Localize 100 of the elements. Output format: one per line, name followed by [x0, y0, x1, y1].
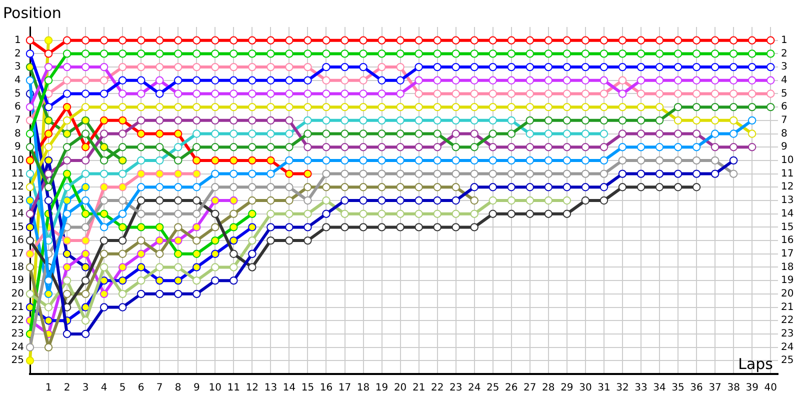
- point: [692, 116, 701, 125]
- point: [452, 76, 460, 84]
- point: [192, 250, 201, 258]
- point: [322, 62, 330, 72]
- point: [230, 236, 238, 245]
- point: [340, 76, 349, 84]
- point: [729, 143, 738, 152]
- point: [452, 183, 460, 192]
- point: [414, 116, 423, 125]
- point: [174, 116, 182, 125]
- point: [488, 210, 497, 218]
- point: [136, 143, 146, 152]
- y-axis-title: Position: [3, 4, 62, 22]
- point: [304, 196, 312, 205]
- point: [136, 62, 146, 72]
- point: [156, 223, 164, 232]
- y-tick-label: 22: [11, 315, 24, 326]
- point: [340, 62, 349, 72]
- point: [81, 116, 90, 125]
- point: [470, 130, 478, 138]
- point: [44, 143, 53, 152]
- point: [470, 156, 478, 165]
- point: [636, 36, 646, 44]
- point: [136, 236, 146, 245]
- point: [266, 130, 275, 138]
- point: [81, 90, 90, 98]
- point: [581, 76, 590, 84]
- point: [544, 102, 553, 112]
- y-tick-label: 17: [11, 248, 24, 260]
- point: [44, 196, 53, 205]
- point: [470, 62, 478, 72]
- point: [44, 156, 53, 165]
- point: [26, 36, 34, 44]
- y2-tick-label: 18: [781, 262, 794, 273]
- point: [266, 183, 275, 192]
- point: [674, 50, 682, 58]
- y2-tick-label: 5: [781, 88, 788, 100]
- point: [26, 250, 34, 258]
- point: [44, 102, 53, 112]
- point: [507, 90, 516, 98]
- point: [248, 196, 256, 205]
- point: [136, 76, 146, 84]
- y-tick-label: 1: [14, 34, 21, 46]
- point: [636, 170, 646, 178]
- point: [748, 62, 756, 72]
- point: [62, 62, 72, 72]
- point: [470, 36, 478, 44]
- point: [581, 116, 590, 125]
- point: [118, 250, 127, 258]
- point: [304, 90, 312, 98]
- y-tick-label: 5: [14, 88, 21, 100]
- x-tick-label: 24: [468, 382, 481, 394]
- y-tick-label: 2: [14, 48, 21, 60]
- point: [562, 183, 572, 192]
- point: [304, 236, 312, 245]
- point: [378, 170, 386, 178]
- point: [118, 263, 127, 272]
- point: [655, 36, 664, 44]
- point: [544, 170, 553, 178]
- y2-tick-label: 15: [781, 222, 794, 233]
- point: [507, 196, 516, 205]
- point: [636, 76, 646, 84]
- point: [526, 130, 534, 138]
- point: [156, 236, 164, 245]
- point: [192, 62, 201, 72]
- point: [304, 210, 312, 218]
- x-tick-label: 32: [616, 382, 629, 394]
- point: [692, 170, 701, 178]
- point: [44, 36, 53, 44]
- point: [710, 90, 720, 98]
- point: [674, 130, 682, 138]
- point: [452, 36, 460, 44]
- point: [340, 170, 349, 178]
- point: [710, 62, 720, 72]
- point: [62, 263, 72, 272]
- y-tick-label: 21: [11, 302, 24, 313]
- point: [710, 36, 720, 44]
- point: [600, 143, 608, 152]
- point: [26, 210, 34, 218]
- point: [81, 36, 90, 44]
- x-tick-label: 23: [449, 382, 462, 394]
- point: [285, 223, 294, 232]
- point: [452, 223, 460, 232]
- point: [729, 102, 738, 112]
- point: [100, 263, 108, 272]
- point: [600, 76, 608, 84]
- point: [433, 36, 442, 44]
- point: [248, 223, 256, 232]
- y-tick-label: 15: [11, 222, 24, 233]
- x-tick-label: 2: [64, 382, 70, 394]
- point: [710, 116, 720, 125]
- point: [156, 76, 164, 84]
- y2-tick-label: 22: [781, 315, 794, 326]
- point: [526, 170, 534, 178]
- point: [396, 196, 404, 205]
- point: [507, 156, 516, 165]
- point: [81, 62, 90, 72]
- point: [26, 50, 34, 58]
- point: [692, 130, 701, 138]
- point: [470, 183, 478, 192]
